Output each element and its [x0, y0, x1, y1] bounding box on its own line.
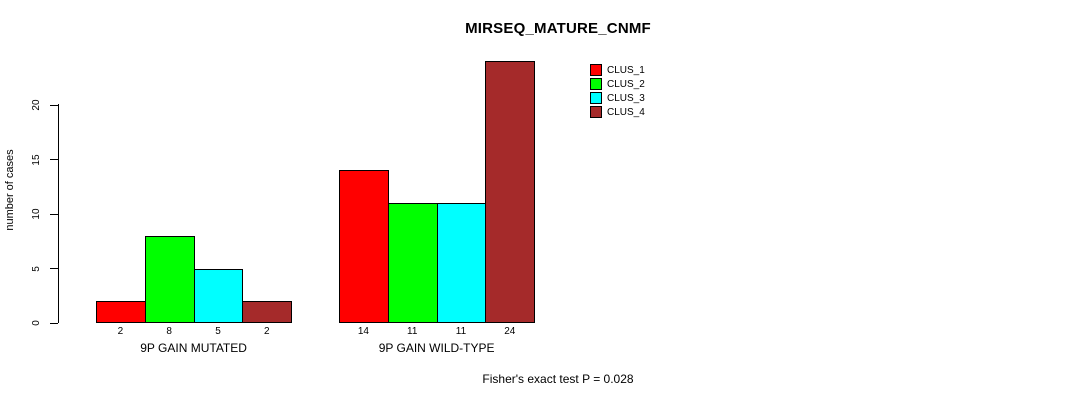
legend-label: CLUS_2	[607, 78, 645, 90]
legend-swatch-clus-3	[590, 92, 602, 104]
bar-value-label: 2	[264, 326, 270, 337]
y-tick	[50, 104, 58, 106]
y-tick-label: 5	[31, 265, 42, 272]
legend-swatch-clus-1	[590, 64, 602, 76]
bar-value-label: 24	[504, 326, 516, 337]
bar-value-label: 11	[407, 326, 418, 337]
legend-item-clus-1: CLUS_1	[590, 63, 645, 77]
legend-item-clus-4: CLUS_4	[590, 105, 645, 119]
bar-clus-4-mutated	[242, 301, 293, 323]
bar-clus-1-wild-type	[339, 170, 389, 323]
y-tick-label: 0	[31, 320, 42, 326]
legend-item-clus-3: CLUS_3	[590, 91, 645, 105]
legend-swatch-clus-2	[590, 78, 602, 90]
y-tick-label: 15	[31, 153, 42, 166]
bar-clus-1-mutated	[96, 301, 146, 323]
legend-item-clus-2: CLUS_2	[590, 77, 645, 91]
bar-value-label: 14	[357, 326, 369, 337]
y-axis-title: number of cases	[4, 149, 16, 231]
bar-clus-2-mutated	[144, 235, 195, 323]
bar-clus-3-mutated	[193, 268, 244, 323]
legend-swatch-clus-4	[590, 106, 602, 118]
y-tick-label: 10	[31, 208, 42, 220]
fisher-test-note: Fisher's exact test P = 0.028	[482, 372, 634, 386]
group-label-mutated: 9P GAIN MUTATED	[140, 341, 247, 355]
y-tick	[50, 159, 58, 160]
bar-clus-4-wild-type	[485, 61, 536, 323]
bar-value-label: 5	[215, 326, 221, 337]
legend-label: CLUS_4	[607, 106, 645, 118]
y-tick-label: 20	[31, 99, 42, 111]
chart-title: MIRSEQ_MATURE_CNMF	[465, 20, 651, 37]
bar-value-label: 8	[166, 326, 172, 337]
y-axis-line	[58, 104, 59, 323]
bar-value-label: 2	[117, 326, 124, 337]
group-label-wild-type: 9P GAIN WILD-TYPE	[378, 341, 495, 355]
legend: CLUS_1 CLUS_2 CLUS_3 CLUS_4	[590, 63, 645, 119]
bar-value-label: 11	[455, 326, 467, 337]
bar-clus-3-wild-type	[436, 203, 487, 323]
legend-label: CLUS_3	[607, 92, 645, 104]
y-tick	[50, 213, 58, 215]
bar-clus-2-wild-type	[387, 203, 438, 323]
legend-label: CLUS_1	[607, 64, 645, 76]
y-tick	[50, 268, 58, 269]
y-tick	[50, 322, 58, 324]
